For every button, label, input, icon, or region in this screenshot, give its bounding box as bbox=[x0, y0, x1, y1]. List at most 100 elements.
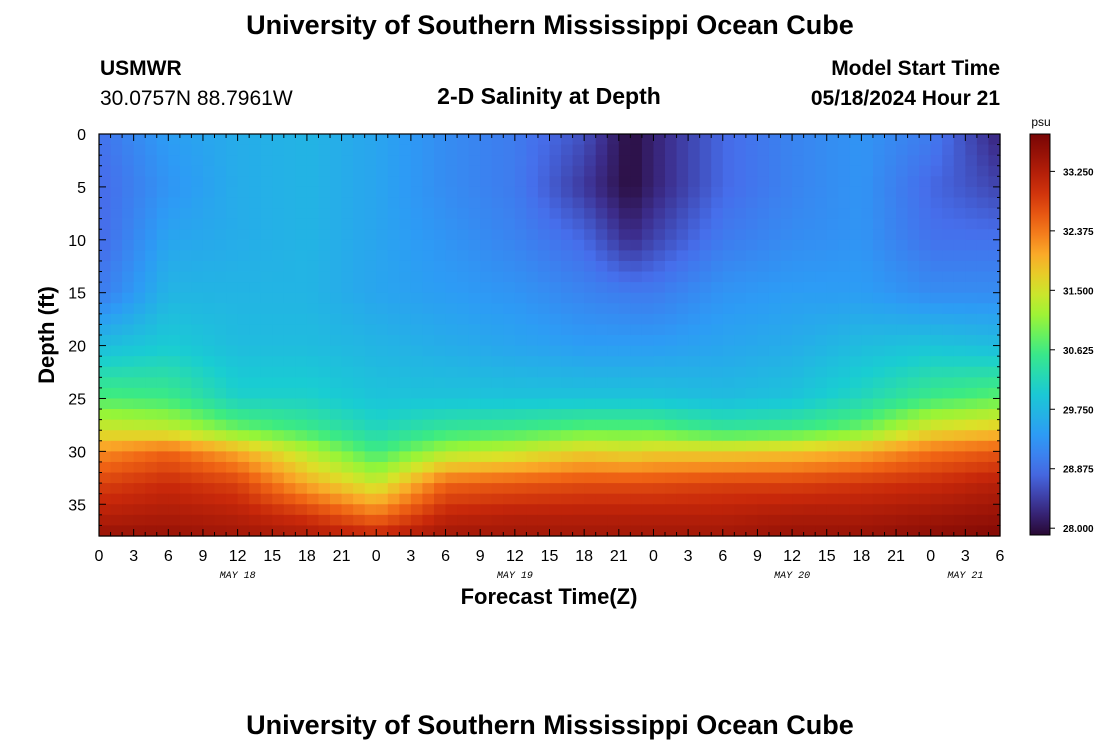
heatmap-cell bbox=[665, 483, 678, 495]
heatmap-cell bbox=[168, 282, 181, 294]
heatmap-cell bbox=[133, 356, 146, 368]
heatmap-cell bbox=[561, 239, 574, 251]
heatmap-cell bbox=[364, 176, 377, 188]
heatmap-cell bbox=[330, 271, 343, 283]
heatmap-cell bbox=[387, 239, 400, 251]
heatmap-cell bbox=[99, 472, 112, 484]
heatmap-cell bbox=[907, 282, 920, 294]
heatmap-cell bbox=[896, 377, 909, 389]
heatmap-cell bbox=[457, 186, 470, 199]
heatmap-cell bbox=[549, 483, 562, 495]
heatmap-cell bbox=[480, 144, 493, 156]
heatmap-cell bbox=[757, 472, 770, 484]
heatmap-cell bbox=[953, 260, 966, 273]
heatmap-cell bbox=[214, 229, 227, 241]
heatmap-cell bbox=[780, 398, 793, 410]
heatmap-cell bbox=[526, 461, 539, 474]
heatmap-cell bbox=[699, 483, 712, 495]
heatmap-cell bbox=[641, 345, 655, 357]
heatmap-cell bbox=[318, 176, 331, 188]
heatmap-cell bbox=[341, 409, 354, 421]
heatmap-cell bbox=[872, 208, 886, 220]
heatmap-cell bbox=[272, 282, 285, 294]
heatmap-cell bbox=[99, 387, 112, 400]
heatmap-cell bbox=[896, 451, 909, 463]
heatmap-cell bbox=[237, 377, 250, 389]
heatmap-cell bbox=[872, 483, 886, 495]
heatmap-cell bbox=[849, 176, 862, 188]
heatmap-cell bbox=[503, 313, 516, 326]
heatmap-cell bbox=[122, 303, 135, 315]
heatmap-cell bbox=[537, 493, 551, 505]
heatmap-cell bbox=[353, 366, 366, 378]
heatmap-cell bbox=[676, 292, 689, 304]
heatmap-cell bbox=[861, 292, 874, 304]
heatmap-cell bbox=[861, 356, 874, 368]
heatmap-cell bbox=[919, 440, 932, 452]
heatmap-cell bbox=[260, 335, 273, 347]
heatmap-cell bbox=[156, 292, 169, 304]
heatmap-cell bbox=[191, 218, 204, 230]
heatmap-cell bbox=[792, 345, 805, 357]
heatmap-cell bbox=[503, 387, 516, 400]
heatmap-cell bbox=[237, 303, 250, 315]
heatmap-cell bbox=[410, 144, 424, 156]
heatmap-cell bbox=[792, 493, 805, 505]
heatmap-cell bbox=[907, 461, 920, 474]
heatmap-cell bbox=[457, 451, 470, 463]
heatmap-cell bbox=[653, 387, 666, 400]
heatmap-cell bbox=[549, 409, 562, 421]
heatmap-cell bbox=[561, 324, 574, 336]
heatmap-cell bbox=[168, 165, 181, 177]
heatmap-cell bbox=[295, 229, 308, 241]
heatmap-cell bbox=[896, 165, 909, 177]
heatmap-cell bbox=[884, 260, 897, 273]
heatmap-cell bbox=[653, 409, 666, 421]
heatmap-cell bbox=[768, 250, 782, 262]
heatmap-cell bbox=[364, 419, 377, 431]
heatmap-cell bbox=[295, 218, 308, 230]
heatmap-cell bbox=[133, 419, 146, 431]
heatmap-cell bbox=[330, 144, 343, 156]
heatmap-cell bbox=[306, 525, 320, 537]
heatmap-cell bbox=[849, 165, 862, 177]
y-tick-label: 5 bbox=[77, 180, 86, 197]
heatmap-cell bbox=[965, 504, 978, 516]
heatmap-cell bbox=[838, 430, 851, 442]
heatmap-cell bbox=[745, 144, 759, 156]
heatmap-cell bbox=[468, 176, 481, 188]
heatmap-cell bbox=[514, 409, 527, 421]
heatmap-cell bbox=[988, 366, 1001, 378]
heatmap-cell bbox=[803, 366, 816, 378]
heatmap-cell bbox=[156, 324, 169, 336]
heatmap-cell bbox=[930, 525, 943, 537]
heatmap-cell bbox=[110, 387, 123, 400]
heatmap-cell bbox=[480, 229, 493, 241]
heatmap-cell bbox=[665, 419, 678, 431]
heatmap-cell bbox=[745, 430, 759, 442]
heatmap-cell bbox=[838, 335, 851, 347]
heatmap-cell bbox=[688, 483, 701, 495]
heatmap-cell bbox=[99, 461, 112, 474]
heatmap-cell bbox=[780, 451, 793, 463]
heatmap-cell bbox=[445, 387, 458, 400]
heatmap-cell bbox=[561, 165, 574, 177]
heatmap-cell bbox=[722, 430, 735, 442]
heatmap-cell bbox=[179, 451, 193, 463]
heatmap-cell bbox=[861, 525, 874, 537]
heatmap-cell bbox=[399, 155, 412, 167]
heatmap-cell bbox=[364, 271, 377, 283]
heatmap-cell bbox=[618, 472, 631, 484]
x-tick-label: 0 bbox=[95, 548, 104, 565]
heatmap-cell bbox=[433, 144, 447, 156]
heatmap-cell bbox=[537, 335, 551, 347]
heatmap-cell bbox=[942, 144, 955, 156]
x-tick-label: 3 bbox=[684, 548, 693, 565]
heatmap-cell bbox=[226, 514, 239, 527]
heatmap-cell bbox=[214, 218, 227, 230]
heatmap-cell bbox=[757, 483, 770, 495]
heatmap-cell bbox=[145, 292, 158, 304]
heatmap-cell bbox=[676, 419, 689, 431]
heatmap-cell bbox=[676, 176, 689, 188]
heatmap-cell bbox=[953, 134, 966, 146]
